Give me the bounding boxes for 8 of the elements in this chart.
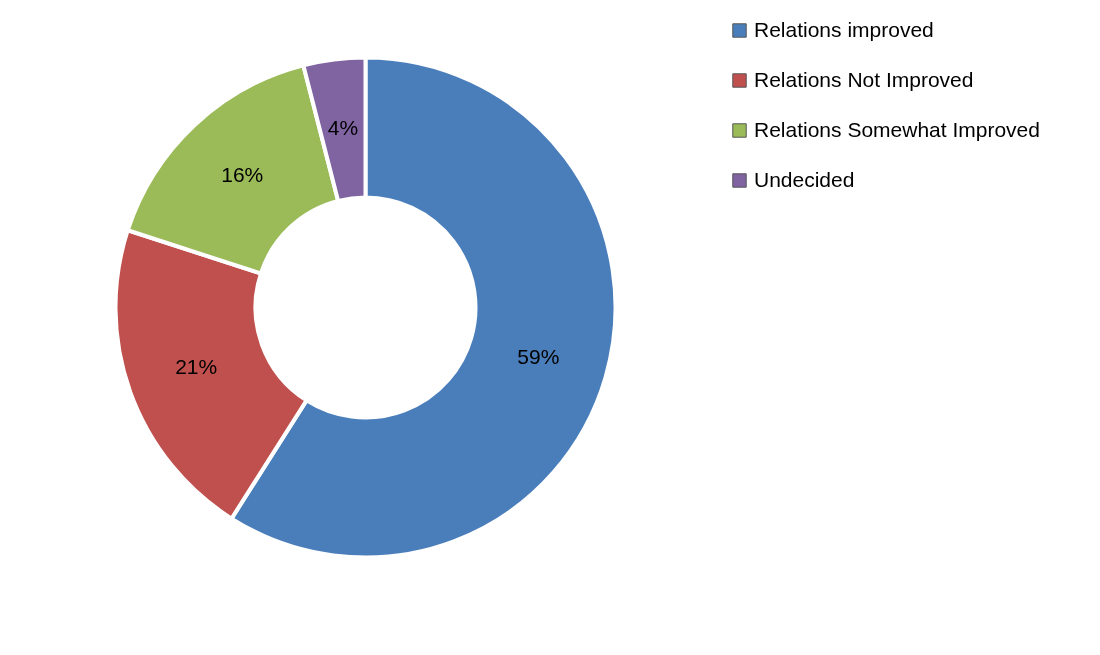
legend-label: Undecided — [754, 167, 855, 191]
legend-label: Relations Somewhat Improved — [754, 117, 1040, 141]
legend-label: Relations Not Improved — [754, 67, 974, 91]
legend-label: Relations improved — [754, 17, 934, 41]
data-label: 59% — [517, 344, 560, 368]
data-label: 4% — [327, 115, 359, 139]
data-label: 21% — [175, 355, 218, 379]
data-label: 16% — [221, 163, 264, 187]
